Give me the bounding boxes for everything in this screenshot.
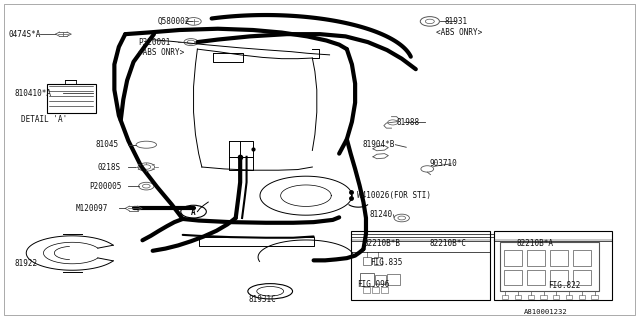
Bar xyxy=(500,242,599,291)
Text: FIG.822: FIG.822 xyxy=(548,281,581,290)
Text: 82210B*C: 82210B*C xyxy=(430,239,467,248)
Text: M120097: M120097 xyxy=(76,204,108,213)
Bar xyxy=(515,295,521,299)
Text: W410026(FOR STI): W410026(FOR STI) xyxy=(357,191,431,200)
Bar xyxy=(527,295,534,299)
Text: 810410*A: 810410*A xyxy=(15,89,52,98)
Bar xyxy=(351,231,490,300)
Bar xyxy=(553,295,559,299)
Text: 82210B*B: 82210B*B xyxy=(364,239,401,248)
Bar xyxy=(502,295,508,299)
Bar xyxy=(591,295,598,299)
Bar xyxy=(381,287,388,293)
Bar xyxy=(579,295,585,299)
Bar xyxy=(372,287,379,293)
Bar xyxy=(374,257,382,265)
Text: DETAIL 'A': DETAIL 'A' xyxy=(21,115,67,124)
Text: A: A xyxy=(191,208,196,217)
Bar xyxy=(387,274,400,285)
Bar xyxy=(493,231,612,300)
Text: 81904*B: 81904*B xyxy=(363,140,395,149)
Bar xyxy=(375,275,387,284)
Bar xyxy=(573,270,591,285)
Text: P200005: P200005 xyxy=(89,182,121,191)
Bar xyxy=(573,251,591,266)
Bar xyxy=(364,257,371,265)
Bar xyxy=(550,251,568,266)
Bar xyxy=(360,273,374,286)
Text: <ABS ONRY>: <ABS ONRY> xyxy=(138,48,184,57)
Text: 81240: 81240 xyxy=(370,210,393,219)
Bar xyxy=(550,270,568,285)
Text: 903710: 903710 xyxy=(430,159,458,168)
Bar xyxy=(364,287,370,293)
Text: Q580002: Q580002 xyxy=(157,17,189,26)
Bar xyxy=(566,295,572,299)
Text: 81931C: 81931C xyxy=(248,295,276,304)
Text: FIG.096: FIG.096 xyxy=(357,280,389,289)
Bar xyxy=(540,295,547,299)
Bar xyxy=(504,251,522,266)
Text: P320001: P320001 xyxy=(138,38,170,47)
Text: A810001232: A810001232 xyxy=(524,309,568,315)
Text: 81931: 81931 xyxy=(445,17,468,26)
Bar xyxy=(527,270,545,285)
Bar xyxy=(504,270,522,285)
Text: 81045: 81045 xyxy=(95,140,118,149)
Text: 0474S*A: 0474S*A xyxy=(8,30,41,39)
Text: 82210B*A: 82210B*A xyxy=(516,239,554,248)
Bar xyxy=(527,251,545,266)
Text: FIG.835: FIG.835 xyxy=(370,258,402,267)
Bar xyxy=(47,84,97,113)
Text: <ABS ONRY>: <ABS ONRY> xyxy=(436,28,483,37)
Text: 81988: 81988 xyxy=(397,118,420,127)
Text: 81922: 81922 xyxy=(15,259,38,268)
Text: 0218S: 0218S xyxy=(98,163,121,172)
